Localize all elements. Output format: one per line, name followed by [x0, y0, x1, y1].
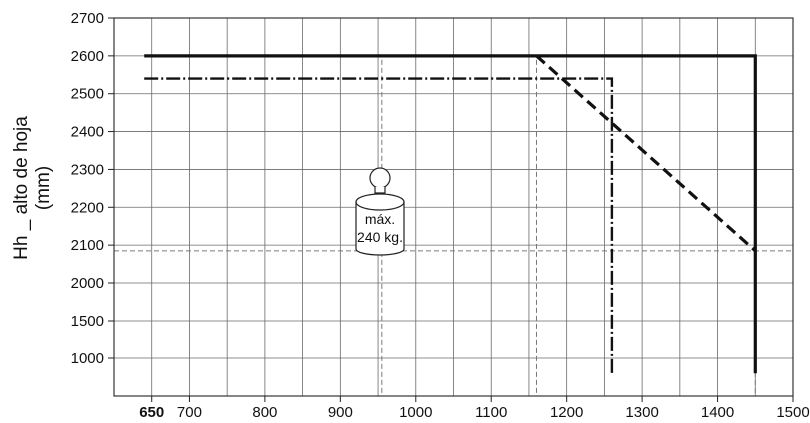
x-tick-label: 1100 — [475, 404, 507, 421]
y-tick-label: 2400 — [71, 124, 104, 141]
x-tick-label: 800 — [252, 404, 277, 421]
y-tick-label: 2500 — [71, 86, 104, 103]
x-tick-label: 1000 — [399, 404, 432, 421]
x-tick-label: 1500 — [776, 404, 809, 421]
y-tick-label: 2000 — [71, 275, 104, 292]
y-axis-label-line1: Hh _ alto de hoja — [11, 116, 32, 260]
y-tick-label: 1500 — [71, 313, 104, 330]
series-line-1 — [144, 54, 757, 374]
weight-max-label: máx. — [365, 211, 395, 227]
x-tick-label: 900 — [328, 404, 353, 421]
series-line-2 — [144, 77, 614, 374]
y-axis-label-line2: (mm) — [33, 166, 54, 210]
y-tick-label: 2300 — [71, 161, 104, 178]
x-tick-label: 700 — [177, 404, 202, 421]
x-tick-label: 1300 — [625, 404, 658, 421]
y-tick-label: 2600 — [71, 48, 104, 65]
grid — [114, 18, 793, 396]
x-tick-label: 1200 — [550, 404, 583, 421]
weight-icon: máx. 240 kg. — [355, 167, 405, 256]
axes: 650 700 800 900 1000 1100 1200 1300 1400 1500 2700… — [71, 10, 810, 421]
x-tick-label: 650 — [139, 404, 164, 421]
y-tick-label: 2700 — [71, 10, 104, 27]
y-tick-label: 1000 — [71, 350, 104, 367]
weight-value-label: 240 kg. — [357, 229, 403, 245]
y-tick-label: 2200 — [71, 199, 104, 216]
series-group — [144, 54, 757, 374]
x-tick-label: 1400 — [701, 404, 734, 421]
series-line-3 — [535, 54, 757, 252]
y-tick-label: 2100 — [71, 237, 104, 254]
